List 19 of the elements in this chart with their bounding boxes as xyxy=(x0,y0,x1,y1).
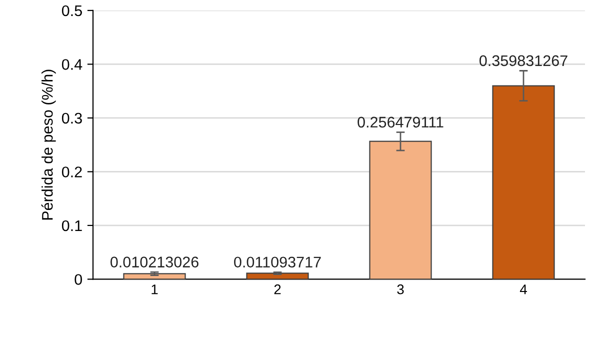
bar xyxy=(246,272,309,280)
x-tick-label: 1 xyxy=(152,284,158,294)
y-tick-label: 0.2 xyxy=(62,166,82,178)
y-tick-label: 0.5 xyxy=(62,5,82,16)
data-label: 0.256479111 xyxy=(358,116,444,128)
y-tick-label: 0.3 xyxy=(62,112,82,124)
bar xyxy=(369,140,432,280)
x-tick-label: 3 xyxy=(397,284,404,294)
bar xyxy=(123,273,186,280)
y-tick-label: 0.4 xyxy=(62,59,82,70)
data-label: 0.011093717 xyxy=(234,256,321,268)
y-tick-label: 0 xyxy=(74,274,82,285)
data-label: 0.010213026 xyxy=(110,256,198,268)
bar xyxy=(492,85,555,280)
x-tick-label: 4 xyxy=(520,284,527,294)
data-label: 0.359831267 xyxy=(479,55,568,66)
y-tick-label: 0.1 xyxy=(62,220,82,232)
y-axis-title: Pérdida de peso (%/h) xyxy=(41,70,56,220)
x-tick-label: 2 xyxy=(274,284,281,294)
